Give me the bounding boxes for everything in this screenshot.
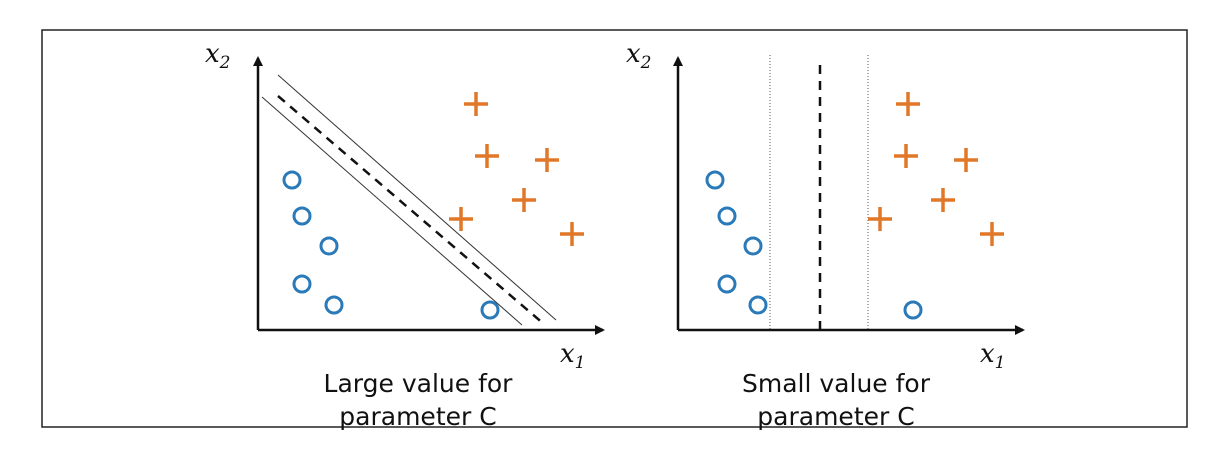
caption-line: parameter C [757, 402, 914, 431]
label-part: x [626, 39, 641, 69]
margin-line [277, 74, 557, 321]
panel-small-c: x2 x1 Small value for parameter C [626, 39, 1025, 431]
pluses [449, 92, 584, 246]
label-part: x [205, 39, 220, 69]
x-axis-label: x1 [980, 339, 1006, 373]
pluses [868, 92, 1004, 246]
x-axis-label: x1 [560, 339, 586, 373]
caption-line: Large value for [324, 369, 514, 398]
circles [705, 170, 923, 320]
y-axis-label: x2 [205, 39, 231, 73]
label-part: 2 [640, 53, 652, 73]
caption-line: parameter C [339, 402, 496, 431]
margin-line [261, 96, 523, 326]
label-part: 1 [575, 353, 586, 373]
circles [282, 170, 500, 320]
label-part: x [560, 339, 575, 369]
label-part: 1 [995, 353, 1006, 373]
caption-line: Small value for [742, 369, 931, 398]
y-axis-label: x2 [626, 39, 652, 73]
label-part: 2 [219, 53, 231, 73]
frame [41, 29, 1188, 428]
decision-boundary [277, 95, 546, 326]
label-part: x [980, 339, 995, 369]
panel-large-c: x2 x1 Large value for parameter C [205, 39, 605, 431]
